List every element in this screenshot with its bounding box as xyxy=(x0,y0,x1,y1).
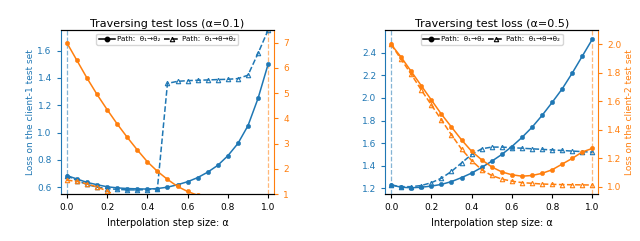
Y-axis label: Loss on the client-1 test set: Loss on the client-1 test set xyxy=(26,49,35,175)
Legend: Path:  θ₁→θ₂, Path:  θ₁→θ→θ₂: Path: θ₁→θ₂, Path: θ₁→θ→θ₂ xyxy=(97,34,239,45)
Y-axis label: Loss on the client-2 test set: Loss on the client-2 test set xyxy=(625,49,634,175)
Title: Traversing test loss (α=0.1): Traversing test loss (α=0.1) xyxy=(90,19,244,29)
Title: Traversing test loss (α=0.5): Traversing test loss (α=0.5) xyxy=(415,19,569,29)
Legend: Path:  θ₁→θ₂, Path:  θ₁→θ→θ₂: Path: θ₁→θ₂, Path: θ₁→θ→θ₂ xyxy=(420,34,563,45)
X-axis label: Interpolation step size: α: Interpolation step size: α xyxy=(107,218,228,228)
X-axis label: Interpolation step size: α: Interpolation step size: α xyxy=(431,218,552,228)
